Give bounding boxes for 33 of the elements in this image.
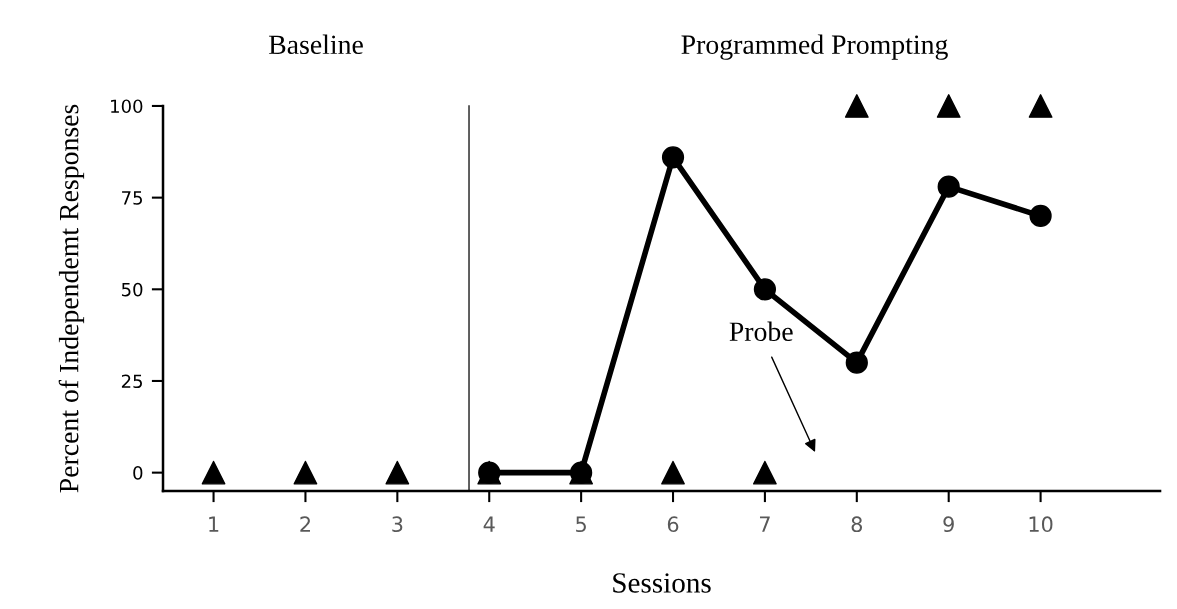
point (661, 146, 685, 169)
x-tick-label: 7 (759, 516, 770, 532)
point (293, 460, 318, 485)
y-tick-label: 100 (111, 99, 143, 114)
point (845, 351, 868, 374)
point (661, 460, 685, 485)
x-tick-label: 2 (300, 516, 310, 532)
x-tick-label: 1 (209, 516, 219, 532)
x-tick-label: 5 (576, 516, 586, 533)
x-tick-label: 10 (1029, 516, 1053, 533)
x-tick-label: 9 (943, 516, 954, 533)
x-axis-title: Sessions (613, 573, 711, 593)
text: Baseline (268, 34, 363, 55)
x-tick-label: 8 (851, 516, 863, 533)
y-axis-title: Percent of Independemt Responses (58, 104, 85, 493)
x-tick-label: 4 (483, 516, 495, 532)
point (385, 460, 410, 485)
x-tick-label: 3 (392, 516, 403, 533)
y-tick-label: 25 (121, 374, 142, 389)
annotation: Probe (729, 321, 793, 342)
x-tick-label: 6 (667, 516, 679, 533)
y-tick-label: 50 (121, 282, 143, 297)
point (753, 278, 777, 301)
point (936, 94, 961, 118)
point (753, 460, 777, 485)
point (201, 460, 226, 485)
y-tick-label: 75 (122, 191, 142, 205)
y-tick-label: 0 (133, 466, 143, 480)
point (1028, 94, 1053, 118)
point (1029, 204, 1052, 228)
point (844, 94, 869, 118)
text: Programmed Prompting (681, 34, 948, 60)
point (937, 175, 960, 198)
